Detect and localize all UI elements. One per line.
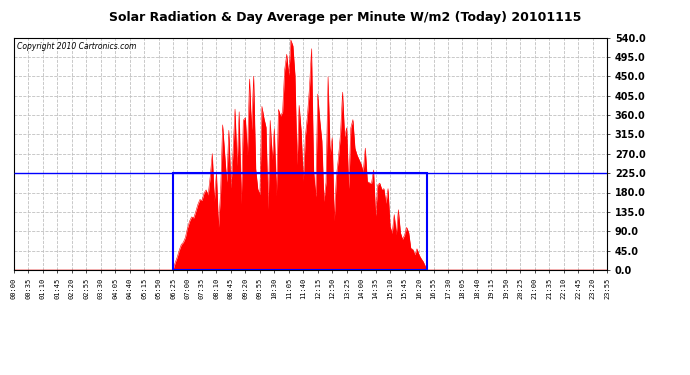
Text: Solar Radiation & Day Average per Minute W/m2 (Today) 20101115: Solar Radiation & Day Average per Minute… (109, 11, 581, 24)
Text: Copyright 2010 Cartronics.com: Copyright 2010 Cartronics.com (17, 42, 136, 51)
Bar (173, 173, 427, 270)
